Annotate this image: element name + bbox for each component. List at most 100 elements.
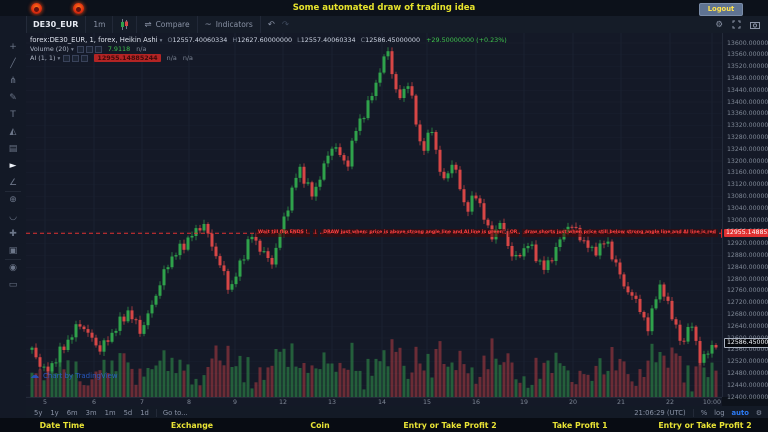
price-axis-label: 12680.00000000 bbox=[727, 310, 768, 318]
price-axis-label: 13480.00000000 bbox=[727, 74, 768, 82]
volume-value: 7.9118 bbox=[107, 45, 131, 53]
range-button-5y[interactable]: 5y bbox=[34, 409, 43, 417]
annotation-text: Wait till flip ENDS ! bbox=[256, 229, 310, 238]
measure-tool[interactable]: ∠ bbox=[8, 178, 18, 188]
open-value: 12557.40060334 bbox=[172, 36, 228, 44]
time-axis-label: 14 bbox=[377, 399, 387, 406]
time-axis-label: 13 bbox=[327, 399, 337, 406]
price-axis-label: 12440.00000000 bbox=[727, 381, 768, 389]
high-value: 12627.60000000 bbox=[237, 36, 293, 44]
text-tool[interactable]: T bbox=[10, 110, 16, 120]
magnet-tool[interactable]: ◡ bbox=[9, 212, 17, 222]
chevron-down-icon: ▾ bbox=[159, 38, 163, 44]
volume-label: Volume (20) bbox=[30, 45, 69, 53]
range-button-3m[interactable]: 3m bbox=[85, 409, 97, 417]
time-axis-label: 21 bbox=[616, 399, 626, 406]
price-axis-label: 12640.00000000 bbox=[727, 322, 768, 330]
fullscreen-icon[interactable] bbox=[732, 20, 741, 29]
goto-button[interactable]: Go to... bbox=[155, 409, 194, 417]
chevron-down-icon: ▾ bbox=[57, 56, 61, 62]
price-axis-label: 13360.00000000 bbox=[727, 110, 768, 118]
chart-style-button[interactable] bbox=[113, 16, 138, 33]
time-axis[interactable]: 5 6 7 8 9 12 13 14 15 16 19 20 21 22 10:00 bbox=[26, 397, 722, 407]
crosshair-tool[interactable]: + bbox=[9, 42, 17, 52]
xabcd-pattern-tool[interactable]: ◭ bbox=[9, 127, 17, 137]
chart-properties-gear-icon[interactable]: ⚙ bbox=[715, 19, 723, 30]
legend-volume-row[interactable]: Volume (20) ▾ 7.9118 n/a bbox=[30, 45, 507, 54]
logout-button[interactable]: Logout bbox=[699, 2, 743, 16]
time-axis-label: 12 bbox=[278, 399, 288, 406]
chevron-down-icon: ▾ bbox=[70, 47, 74, 53]
remove-drawings-tool[interactable]: ▭ bbox=[8, 280, 18, 290]
undo-button[interactable]: ↶ bbox=[267, 19, 275, 30]
indicators-button[interactable]: ~ Indicators bbox=[198, 16, 261, 33]
log-scale-toggle[interactable]: log bbox=[714, 409, 725, 417]
indicators-label: Indicators bbox=[215, 20, 253, 29]
column-header-label: Take Profit 1 bbox=[552, 421, 608, 430]
zoom-in-tool[interactable]: ⊕ bbox=[9, 195, 17, 205]
price-axis-label: 13440.00000000 bbox=[727, 86, 768, 94]
legend-toggle-icon[interactable] bbox=[81, 54, 89, 62]
symbol-label: DE30_EUR bbox=[33, 20, 79, 29]
range-button-1y[interactable]: 1y bbox=[50, 409, 59, 417]
clock-utc[interactable]: 21:06:29 (UTC) bbox=[634, 409, 686, 417]
candle-style-icon bbox=[121, 19, 129, 30]
range-toolbar: 5y 1y 6m 3m 1m 5d 1d Go to... 21:06:29 (UTC) %… bbox=[26, 406, 768, 419]
annotation-text: OR bbox=[507, 229, 520, 238]
column-header-label: Entry or Take Profit 2 bbox=[658, 421, 752, 430]
ai-value-badge: 12955.14885244 bbox=[94, 54, 161, 62]
range-button-1m[interactable]: 1m bbox=[104, 409, 116, 417]
legend-ai-row[interactable]: AI (1, 1) ▾ 12955.14885244 n/a n/a bbox=[30, 54, 507, 63]
legend-toggle-icon[interactable] bbox=[76, 45, 84, 53]
price-axis-label: 13320.00000000 bbox=[727, 122, 768, 130]
chart-pane[interactable]: forex:DE30_EUR, 1, forex, Heikin Ashi ▾ … bbox=[26, 33, 722, 397]
price-axis[interactable]: 12955.14885244 12586.45000000 13600.0000… bbox=[722, 33, 768, 401]
ai-label: AI (1, 1) bbox=[30, 54, 56, 62]
volume-na: n/a bbox=[136, 45, 147, 53]
page-title: Some automated draw of trading idea bbox=[292, 3, 476, 13]
annotation-text: | bbox=[312, 229, 319, 238]
column-header-label: Coin bbox=[310, 421, 330, 430]
interval-button[interactable]: 1m bbox=[86, 16, 114, 33]
axis-settings-gear-icon[interactable]: ⚙ bbox=[755, 409, 762, 417]
price-axis-label: 13040.00000000 bbox=[727, 204, 768, 212]
column-header-label: Exchange bbox=[170, 421, 214, 430]
range-button-6m[interactable]: 6m bbox=[66, 409, 78, 417]
ai-na: n/a bbox=[182, 54, 193, 62]
price-axis-label: 13240.00000000 bbox=[727, 145, 768, 153]
percent-scale-toggle[interactable]: % bbox=[700, 409, 708, 417]
pitchfork-tool[interactable]: ⋔ bbox=[9, 76, 17, 86]
tradingview-watermark: ☁ Chart by TradingView bbox=[30, 371, 118, 381]
price-axis-label: 13200.00000000 bbox=[727, 157, 768, 165]
compare-button[interactable]: ⇌ Compare bbox=[137, 16, 198, 33]
hide-drawings-tool[interactable]: ◉ bbox=[9, 263, 17, 273]
arrow-tool[interactable]: ► bbox=[9, 161, 17, 171]
legend-toggle-icon[interactable] bbox=[85, 45, 93, 53]
legend-toggle-icon[interactable] bbox=[94, 45, 102, 53]
trend-line-tool[interactable]: ╱ bbox=[10, 59, 16, 69]
price-axis-label: 13120.00000000 bbox=[727, 181, 768, 189]
chart-legend: forex:DE30_EUR, 1, forex, Heikin Ashi ▾ … bbox=[30, 36, 507, 63]
legend-series-row[interactable]: forex:DE30_EUR, 1, forex, Heikin Ashi ▾ … bbox=[30, 36, 507, 45]
auto-scale-toggle[interactable]: auto bbox=[731, 409, 749, 417]
prediction-tool[interactable]: ▤ bbox=[8, 144, 18, 154]
price-axis-label: 13160.00000000 bbox=[727, 169, 768, 177]
legend-toggle-icon[interactable] bbox=[72, 54, 80, 62]
drawing-mode-tool[interactable]: ✚ bbox=[9, 229, 17, 239]
candlestick-chart[interactable] bbox=[26, 33, 722, 397]
ai-line-price-badge: 12955.14885244 bbox=[724, 229, 768, 238]
top-header: Some automated draw of trading idea Logo… bbox=[0, 0, 768, 16]
annotation-text: DRAW just when: price is above strong an… bbox=[321, 229, 505, 238]
range-button-5d[interactable]: 5d bbox=[123, 409, 133, 417]
lock-drawings-tool[interactable]: ▣ bbox=[8, 246, 18, 256]
price-axis-label: 12920.00000000 bbox=[727, 240, 768, 248]
range-button-1d[interactable]: 1d bbox=[140, 409, 149, 417]
redo-button[interactable]: ↷ bbox=[281, 19, 290, 30]
legend-toggle-icon[interactable] bbox=[63, 54, 71, 62]
trade-idea-annotation[interactable]: Wait till flip ENDS ! | DRAW just when: pr… bbox=[256, 228, 722, 238]
camera-screenshot-icon[interactable] bbox=[750, 21, 760, 29]
brush-tool[interactable]: ✎ bbox=[9, 93, 17, 103]
interval-label: 1m bbox=[93, 20, 106, 29]
symbol-button[interactable]: DE30_EUR bbox=[26, 16, 87, 33]
price-axis-label: 12480.00000000 bbox=[727, 369, 768, 377]
